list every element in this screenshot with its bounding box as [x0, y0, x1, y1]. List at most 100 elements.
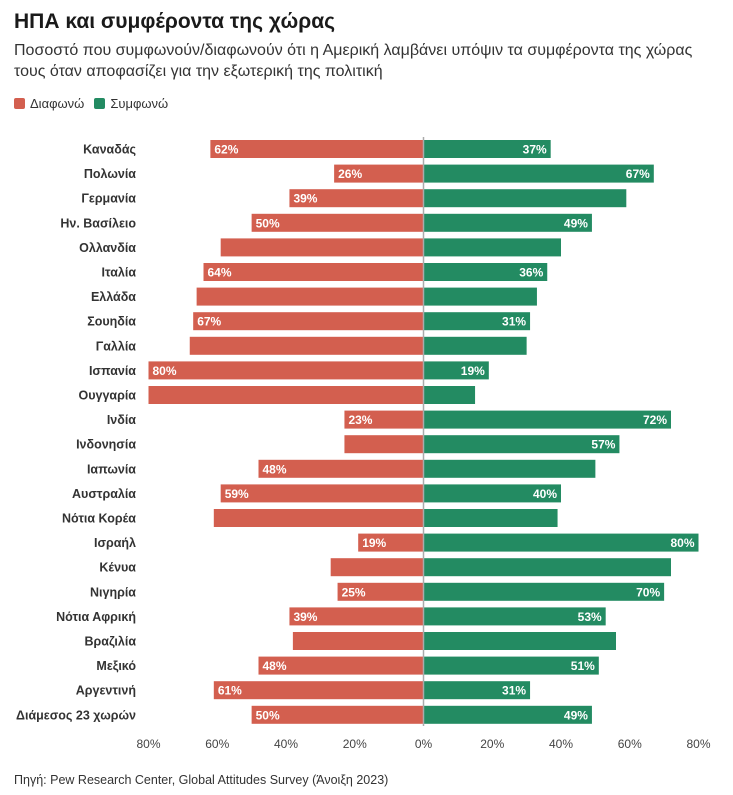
bar-agree	[423, 558, 671, 577]
bar-agree	[423, 164, 654, 183]
data-label-disagree: 25%	[342, 585, 366, 599]
bar-agree	[423, 582, 665, 601]
bar-agree	[423, 656, 599, 675]
category-label: Νότια Αφρική	[56, 610, 136, 624]
category-label: Γερμανία	[81, 192, 136, 206]
bar-disagree	[220, 238, 424, 257]
bar-agree	[423, 287, 537, 306]
legend-label-agree: Συμφωνώ	[110, 96, 169, 111]
category-label: Μεξικό	[96, 659, 136, 673]
category-label: Αυστραλία	[72, 487, 136, 501]
bar-disagree	[258, 459, 424, 478]
category-label: Ιταλία	[102, 266, 137, 280]
data-label-agree: 49%	[564, 708, 588, 722]
x-tick-label: 60%	[205, 737, 229, 751]
category-label: Ολλανδία	[79, 241, 136, 255]
data-label-agree: 19%	[461, 364, 485, 378]
data-label-agree: 72%	[643, 413, 667, 427]
bar-agree	[423, 459, 596, 478]
data-label-agree: 40%	[533, 487, 557, 501]
data-label-agree: 31%	[502, 315, 526, 329]
x-tick-label: 40%	[549, 737, 573, 751]
legend-label-disagree: Διαφωνώ	[30, 96, 85, 111]
data-label-disagree: 50%	[256, 216, 280, 230]
category-label: Ινδία	[107, 413, 136, 427]
bar-disagree	[289, 189, 424, 208]
x-tick-label: 80%	[136, 737, 160, 751]
bar-disagree	[289, 607, 424, 626]
x-tick-label: 60%	[618, 737, 642, 751]
category-label: Ουγγαρία	[79, 389, 137, 403]
bar-disagree	[196, 287, 424, 306]
category-label: Ισραήλ	[94, 536, 136, 550]
bar-disagree	[148, 361, 424, 380]
data-label-disagree: 59%	[225, 487, 249, 501]
source-note: Πηγή: Pew Research Center, Global Attitu…	[14, 773, 389, 787]
bar-disagree	[258, 656, 424, 675]
x-tick-label: 20%	[343, 737, 367, 751]
bar-disagree	[292, 632, 424, 650]
legend-item-disagree: Διαφωνώ	[14, 96, 84, 111]
category-label: Νότια Κορέα	[62, 512, 136, 526]
bar-disagree	[358, 533, 424, 552]
category-label: Γαλλία	[96, 339, 137, 353]
bar-disagree	[251, 705, 424, 724]
data-label-disagree: 19%	[362, 536, 386, 550]
category-label: Ινδονησία	[76, 438, 136, 452]
bar-agree	[423, 213, 592, 232]
bar-disagree	[213, 509, 424, 527]
category-label: Ελλάδα	[91, 290, 136, 304]
data-label-agree: 80%	[670, 536, 694, 550]
bar-disagree	[344, 410, 424, 429]
data-label-agree: 67%	[626, 167, 650, 181]
bar-disagree	[344, 435, 424, 454]
data-label-agree: 70%	[636, 585, 660, 599]
category-label: Ισπανία	[89, 364, 136, 378]
bar-agree	[423, 509, 558, 527]
data-label-disagree: 26%	[338, 167, 362, 181]
bar-disagree	[210, 140, 424, 158]
bar-agree	[423, 189, 627, 208]
data-label-agree: 37%	[523, 143, 547, 157]
bar-disagree	[203, 263, 424, 281]
bar-agree	[423, 238, 561, 257]
x-tick-label: 0%	[415, 737, 433, 751]
legend-swatch-agree	[94, 98, 106, 109]
bar-agree	[423, 263, 548, 281]
data-label-disagree: 64%	[208, 266, 232, 280]
bar-disagree	[193, 312, 424, 331]
bar-disagree	[337, 582, 424, 601]
data-label-disagree: 39%	[293, 192, 317, 206]
data-label-disagree: 50%	[256, 708, 280, 722]
category-label: Καναδάς	[83, 143, 136, 157]
category-label: Σουηδία	[87, 315, 136, 329]
category-label: Κένυα	[99, 561, 136, 575]
bar-agree	[423, 140, 551, 158]
bar-agree	[423, 484, 561, 503]
category-label: Ιαπωνία	[87, 462, 136, 476]
data-label-disagree: 61%	[218, 684, 242, 698]
bar-agree	[423, 386, 476, 404]
category-label: Ην. Βασίλειο	[60, 216, 136, 230]
bar-disagree	[148, 386, 424, 404]
data-label-disagree: 67%	[197, 315, 221, 329]
chart-subtitle: Ποσοστό που συμφωνούν/διαφωνούν ότι η Αμ…	[14, 42, 693, 80]
x-tick-label: 20%	[480, 737, 504, 751]
bar-agree	[423, 681, 531, 700]
data-label-disagree: 48%	[263, 659, 287, 673]
category-label: Πολωνία	[84, 167, 136, 181]
bar-agree	[423, 607, 606, 626]
category-label: Διάμεσος 23 χωρών	[16, 708, 136, 722]
data-label-disagree: 39%	[293, 610, 317, 624]
bar-disagree	[251, 213, 424, 232]
chart-title: ΗΠΑ και συμφέροντα της χώρας	[14, 10, 336, 33]
bar-disagree	[189, 336, 424, 355]
data-label-agree: 53%	[578, 610, 602, 624]
category-label: Νιγηρία	[90, 585, 136, 599]
data-label-disagree: 48%	[263, 462, 287, 476]
data-label-agree: 31%	[502, 684, 526, 698]
data-label-disagree: 62%	[214, 143, 238, 157]
bar-disagree	[334, 164, 424, 183]
data-label-disagree: 23%	[348, 413, 372, 427]
